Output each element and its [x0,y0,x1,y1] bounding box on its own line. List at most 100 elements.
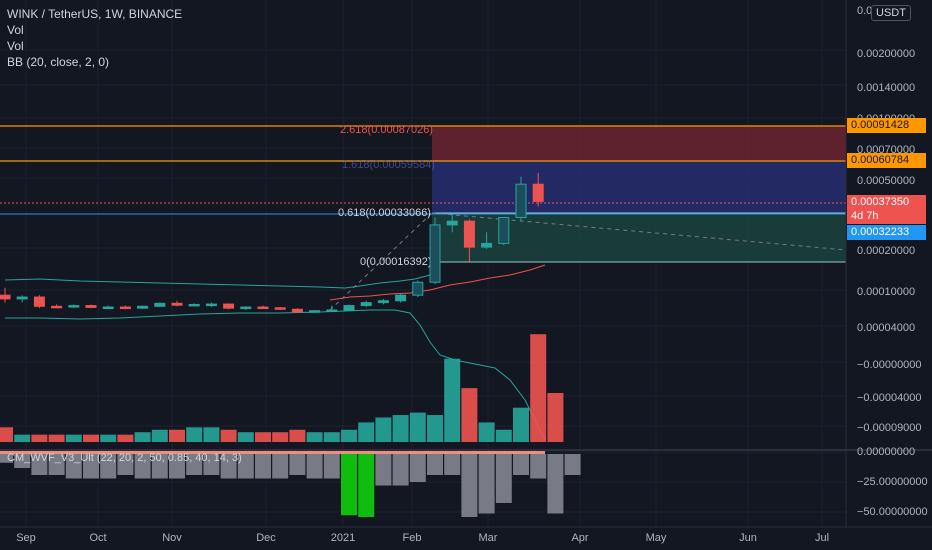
candle-body [395,294,407,302]
wvf-histogram [0,454,581,517]
wvf-bar [83,454,99,479]
volume-bar [409,412,426,442]
candle-body [137,305,149,309]
volume-bar [513,407,529,442]
wvf-bar [375,454,392,486]
legend-vol-1[interactable]: Vol [7,23,24,37]
volume-bar [272,432,289,442]
volume-bar [237,432,254,442]
candle-body [274,307,286,310]
volume-bar [48,434,65,442]
candle-body [85,305,97,308]
time-tick-label: Sep [16,532,36,544]
candle-body [498,217,510,244]
volume-bar [100,434,117,442]
time-tick-label: Apr [571,532,588,544]
wvf-bar [14,454,31,468]
candle-body [188,303,200,307]
candle-body [481,242,493,248]
price-axis[interactable]: 0.002000000.001400000.001000000.00070000… [857,5,922,434]
candle-body [33,296,45,307]
candle-body [154,302,166,307]
volume-bar [530,334,547,442]
wvf-bar [513,454,529,475]
wvf-zero-line [0,451,545,454]
wvf-bar [220,454,237,479]
volume-bar [14,434,31,442]
volume-bar [323,432,340,442]
wvf-bar [237,454,254,479]
wvf-bar [478,454,495,514]
candle-body [240,306,252,310]
price-tick-label: 0.00140000 [857,82,915,94]
wvf-bar [530,454,547,479]
candle-body [16,296,28,300]
wvf-bar [495,454,512,503]
volume-bar [31,434,48,442]
time-tick-label: Mar [479,532,498,544]
time-axis[interactable]: Sep Oct Nov Dec 2021 Feb Mar Apr May Jun Jul [16,532,829,544]
volume-bar [83,434,99,442]
indicator-legend[interactable]: CM_WVF_V3_Ult (22, 20, 2, 50, 0.85, 40, … [7,452,242,464]
wvf-bar [547,454,564,514]
volume-bar [375,417,392,442]
candle-body [412,281,424,296]
candle-body [205,303,217,307]
wvf-bar [409,454,426,482]
candle-body [446,220,458,226]
legend-bb[interactable]: BB (20, close, 2, 0) [7,55,110,69]
wvf-bar [65,454,82,479]
candle-body [326,309,338,312]
candle-body [360,302,372,307]
wvf-bar [0,454,13,463]
wvf-bar [444,454,461,475]
candlesticks [0,173,544,313]
price-tick-label: 0.00010000 [857,286,915,298]
fib-zone-green [432,213,846,262]
price-tick-label: 0.00020000 [857,245,915,257]
wvf-bar [255,454,271,479]
wvf-bar [323,454,340,479]
fib-label-1618: 1.618(0.00059584) [342,159,435,171]
candle-body [257,306,269,310]
volume-bar [427,415,443,442]
fib-zone-blue [432,161,846,213]
volume-bar [547,393,564,442]
time-tick-label: Jul [815,532,829,544]
price-label-countdown: 4d 7h [847,209,926,224]
volume-bar [289,429,306,442]
time-tick-label: May [646,532,667,544]
wvf-bar [134,454,151,479]
volume-bars [0,334,564,442]
volume-bar [358,422,375,442]
wvf-bar [392,454,409,486]
volume-bar [169,429,185,442]
wvf-bar [341,454,357,516]
price-tick-label: 0.00050000 [857,175,915,187]
wvf-bar [272,454,289,479]
wvf-bar [289,454,306,475]
indicator-axis[interactable]: 0.00000000 −25.00000000 −50.00000000 [857,446,928,518]
symbol-title[interactable]: WINK / TetherUS, 1W, BINANCE [7,7,183,21]
legend-vol-2[interactable]: Vol [7,39,24,53]
currency-badge[interactable]: USDT [871,5,911,21]
wvf-bar [117,454,134,475]
wvf-bar [306,454,323,479]
candle-body [171,302,183,306]
volume-bar [478,422,495,442]
price-tick-label: −0.00000000 [857,359,922,371]
trend-dashed-line-2 [431,212,847,251]
volume-bar [134,432,151,442]
price-tick-label: −0.00004000 [857,392,922,404]
volume-bar [495,429,512,442]
volume-bar [392,415,409,442]
candle-body [429,224,441,283]
price-tick-label: 0.00200000 [857,48,915,60]
price-label-fib-0618: 0.00032233 [847,225,926,240]
wvf-bar [169,454,185,479]
wvf-bar [31,454,48,475]
indicator-tick-label: −50.00000000 [857,506,928,518]
time-tick-label: 2021 [331,532,355,544]
